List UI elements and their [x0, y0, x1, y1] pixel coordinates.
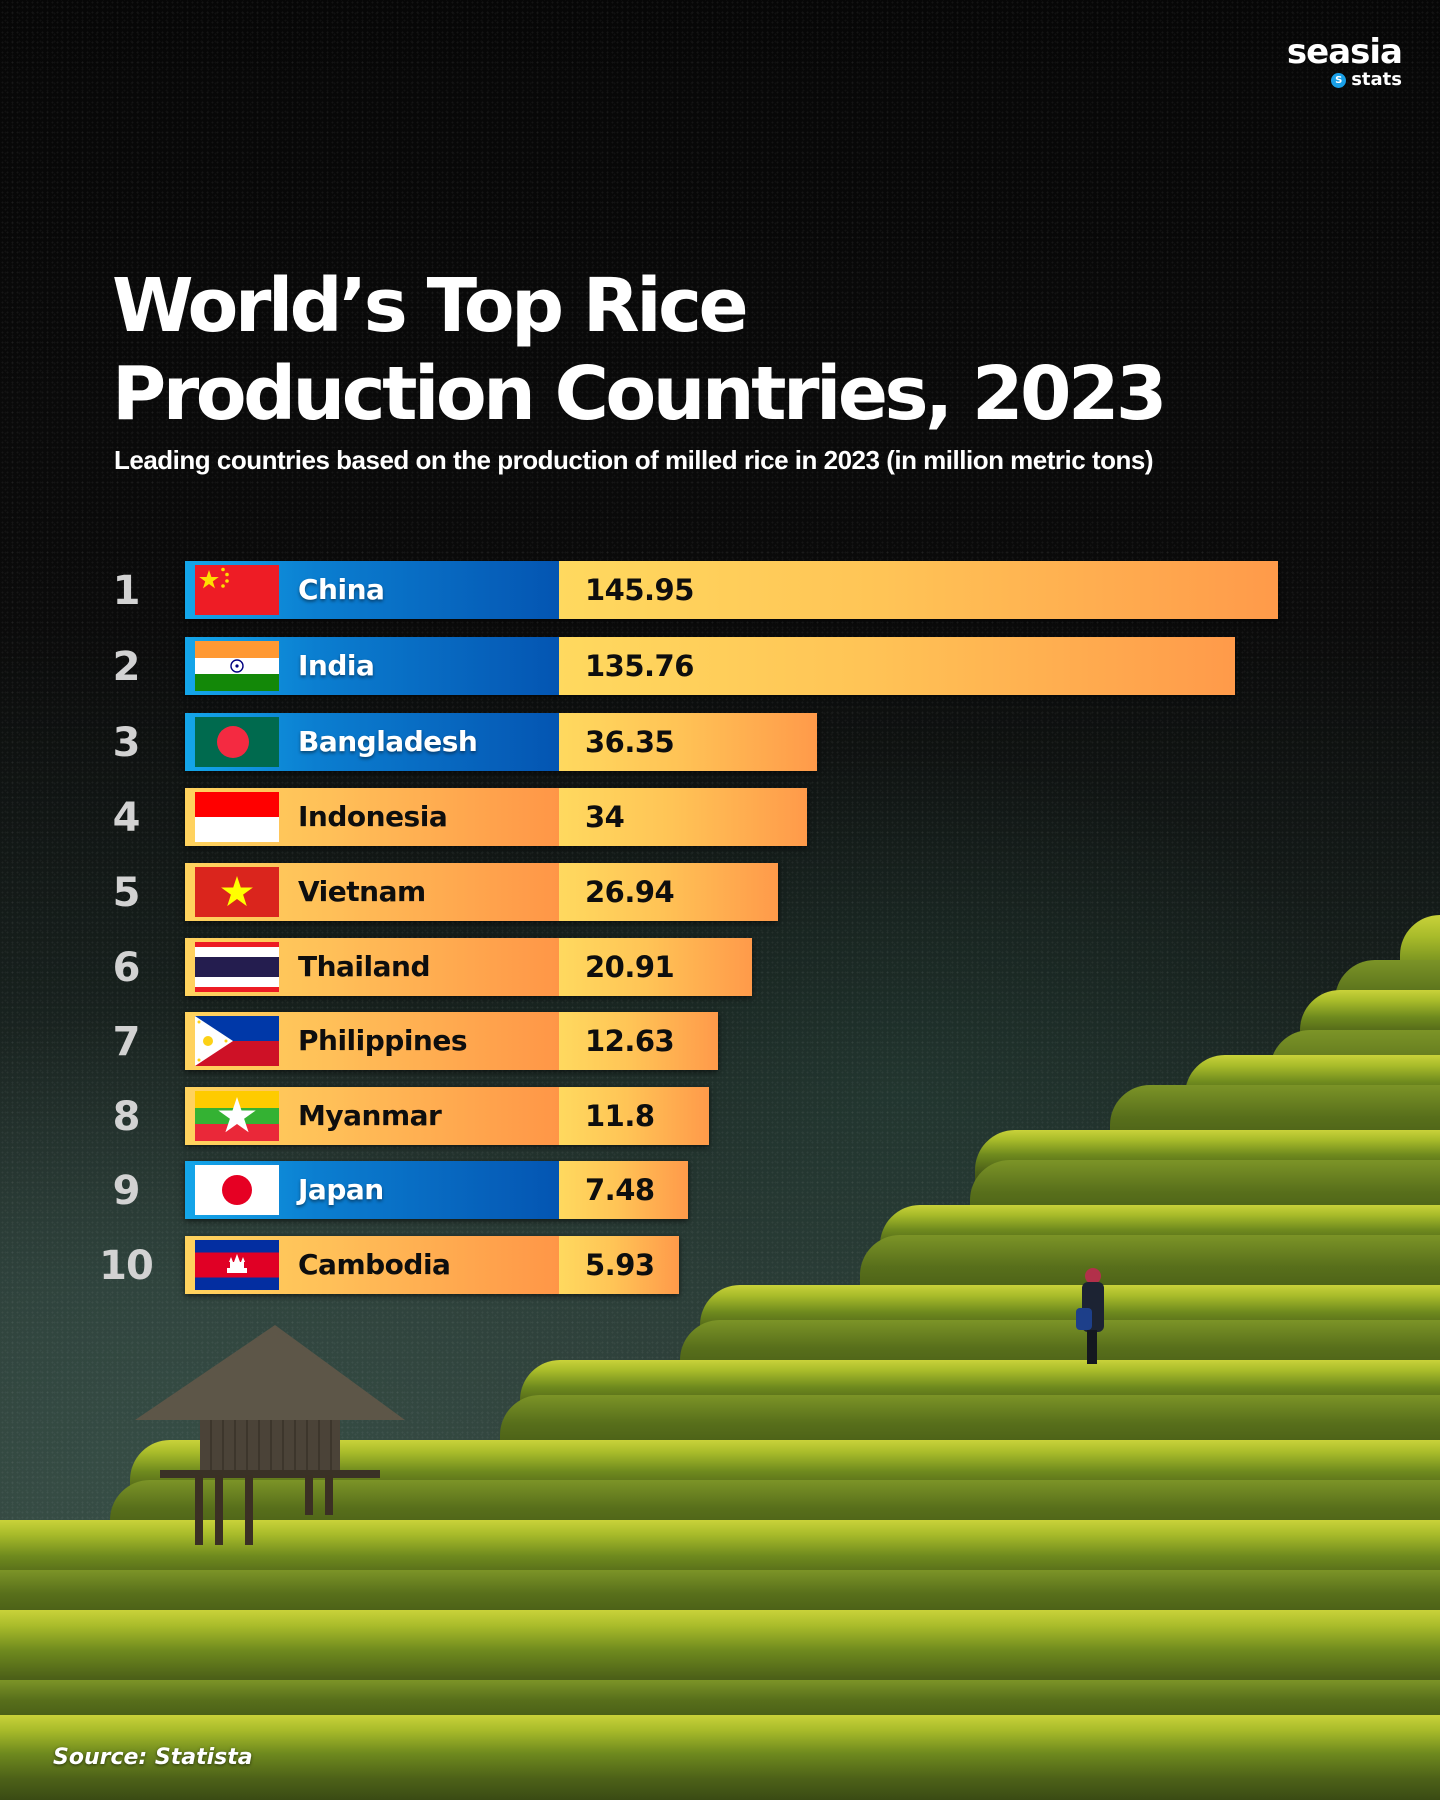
bar: Vietnam 26.94	[185, 863, 778, 921]
rank-number: 10	[99, 1243, 154, 1289]
country-name: Japan	[298, 1173, 384, 1206]
value-label: 11.8	[585, 1099, 655, 1133]
country-label-segment: India	[185, 637, 559, 695]
country-label-segment: Bangladesh	[185, 713, 559, 771]
value-segment: 34	[559, 788, 807, 846]
rank-number: 6	[112, 945, 141, 991]
rank-number: 3	[112, 720, 141, 766]
country-label-segment: Thailand	[185, 938, 559, 996]
vietnam-flag-icon	[195, 867, 279, 917]
country-name: Bangladesh	[298, 725, 478, 758]
bar: Japan 7.48	[185, 1161, 688, 1219]
seasia-stats-logo: seasia S stats	[1286, 32, 1403, 90]
value-segment: 135.76	[559, 637, 1235, 695]
value-segment: 5.93	[559, 1236, 679, 1294]
bar: Thailand 20.91	[185, 938, 752, 996]
country-name: China	[298, 573, 385, 606]
value-segment: 12.63	[559, 1012, 718, 1070]
country-name: Thailand	[298, 950, 431, 983]
japan-flag-icon	[195, 1165, 279, 1215]
title-line-1: World’s Top Rice	[112, 263, 749, 349]
indonesia-flag-icon	[195, 792, 279, 842]
country-label-segment: Vietnam	[185, 863, 559, 921]
country-name: Vietnam	[298, 875, 426, 908]
value-label: 135.76	[585, 649, 694, 683]
source-note: Source: Statista	[53, 1745, 253, 1770]
value-segment: 7.48	[559, 1161, 688, 1219]
bar: India 135.76	[185, 637, 1235, 695]
rank-number: 5	[112, 870, 141, 916]
chart-subtitle: Leading countries based on the productio…	[114, 445, 1153, 475]
value-label: 20.91	[585, 950, 675, 984]
myanmar-flag-icon	[195, 1091, 279, 1141]
rank-number: 4	[112, 795, 141, 841]
country-label-segment: Myanmar	[185, 1087, 559, 1145]
value-segment: 26.94	[559, 863, 778, 921]
bar: Bangladesh 36.35	[185, 713, 817, 771]
value-label: 34	[585, 800, 625, 834]
title-line-2: Production Countries, 2023	[112, 351, 1167, 437]
cambodia-flag-icon	[195, 1240, 279, 1290]
rank-number: 2	[112, 644, 141, 690]
chart-title: World’s Top Rice Production Countries, 2…	[112, 262, 1392, 438]
china-flag-icon	[195, 565, 279, 615]
value-segment: 36.35	[559, 713, 817, 771]
value-segment: 20.91	[559, 938, 752, 996]
value-label: 145.95	[585, 573, 694, 607]
value-segment: 145.95	[559, 561, 1278, 619]
bar: Myanmar 11.8	[185, 1087, 709, 1145]
bar: China 145.95	[185, 561, 1278, 619]
logo-sub: stats	[1351, 69, 1402, 90]
seasia-badge-icon: S	[1331, 72, 1347, 88]
country-label-segment: Philippines	[185, 1012, 559, 1070]
rank-number: 1	[112, 568, 141, 614]
bar: Cambodia 5.93	[185, 1236, 679, 1294]
bar: Philippines 12.63	[185, 1012, 718, 1070]
country-name: Indonesia	[298, 800, 448, 833]
bar: Indonesia 34	[185, 788, 807, 846]
country-name: Myanmar	[298, 1099, 442, 1132]
country-name: Cambodia	[298, 1248, 451, 1281]
country-label-segment: Japan	[185, 1161, 559, 1219]
bangladesh-flag-icon	[195, 717, 279, 767]
rank-number: 7	[112, 1019, 141, 1065]
value-label: 5.93	[585, 1248, 655, 1282]
logo-brand: seasia	[1286, 32, 1403, 72]
value-label: 12.63	[585, 1024, 675, 1058]
value-label: 26.94	[585, 875, 675, 909]
philippines-flag-icon	[195, 1016, 279, 1066]
country-label-segment: Cambodia	[185, 1236, 559, 1294]
value-label: 7.48	[585, 1173, 655, 1207]
thailand-flag-icon	[195, 942, 279, 992]
india-flag-icon	[195, 641, 279, 691]
country-label-segment: Indonesia	[185, 788, 559, 846]
value-segment: 11.8	[559, 1087, 709, 1145]
country-name: Philippines	[298, 1024, 468, 1057]
rank-number: 8	[112, 1094, 141, 1140]
country-label-segment: China	[185, 561, 559, 619]
rank-number: 9	[112, 1168, 141, 1214]
country-name: India	[298, 649, 375, 682]
value-label: 36.35	[585, 725, 675, 759]
